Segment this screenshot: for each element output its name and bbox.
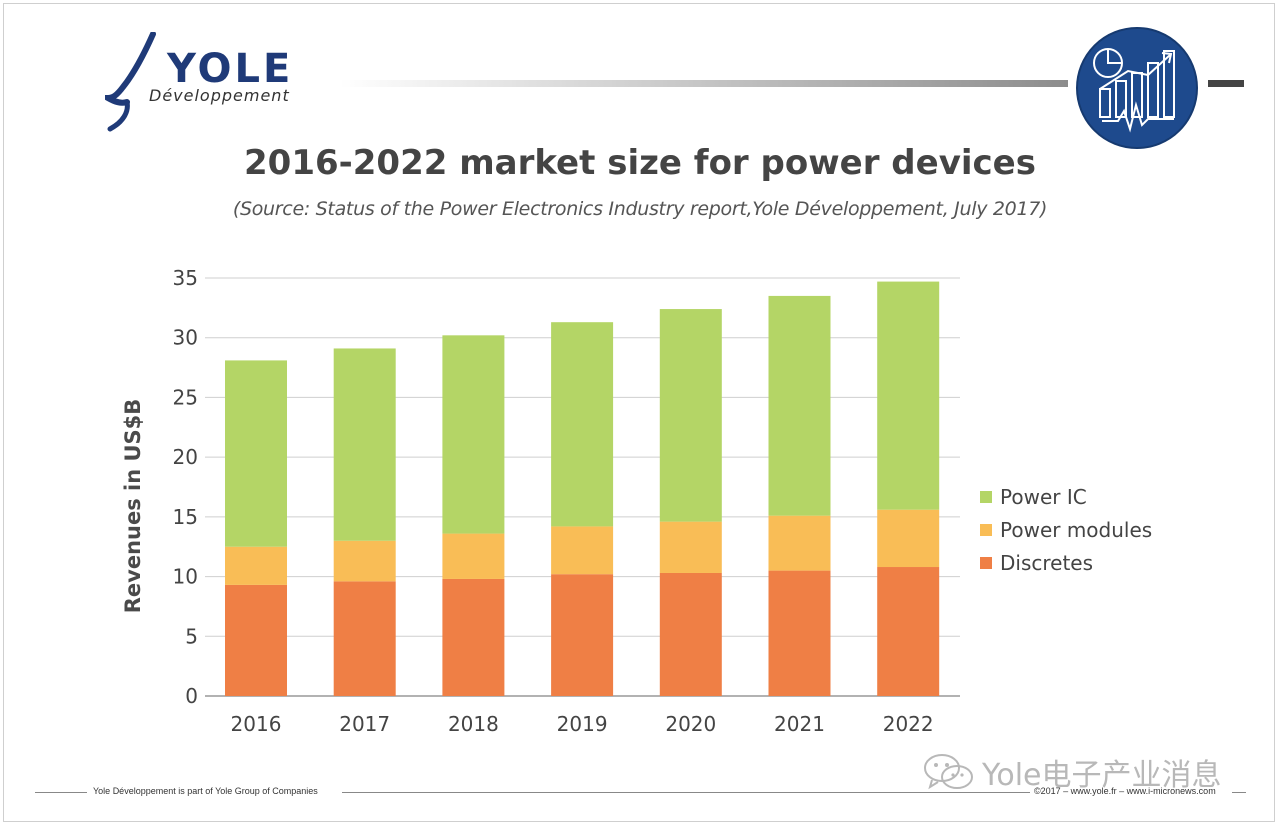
- bar-discretes-2020: [659, 572, 722, 696]
- growth-chart-icon: [1093, 48, 1175, 133]
- y-tick-label: 35: [173, 266, 198, 290]
- watermark: Yole电子产业消息: [922, 750, 1222, 794]
- footer-rule: [342, 792, 1030, 793]
- bar-power-ic-2022: [877, 281, 940, 510]
- bar-power-modules-2017: [333, 540, 396, 582]
- header-rule: [340, 80, 1068, 87]
- bar-power-modules-2020: [659, 521, 722, 573]
- y-tick-label: 25: [173, 385, 198, 409]
- logo-name: YOLE: [167, 46, 294, 92]
- footer-rule: [35, 792, 87, 793]
- footer-rule: [1232, 792, 1246, 793]
- bar-discretes-2016: [225, 584, 287, 696]
- y-tick-label: 0: [185, 684, 198, 708]
- bar-discretes-2022: [877, 567, 940, 696]
- bar-power-ic-2019: [551, 322, 614, 527]
- y-tick-label: 5: [185, 624, 198, 648]
- legend-label: Power modules: [1000, 517, 1153, 542]
- legend-swatch: [980, 523, 992, 536]
- footer-copyright: ©2017 – www.yole.fr – www.i-micronews.co…: [1034, 786, 1216, 796]
- bar-discretes-2021: [768, 570, 831, 696]
- y-tick-label: 20: [173, 445, 198, 469]
- legend-swatch: [980, 556, 992, 569]
- wechat-icon: [924, 754, 973, 790]
- x-tick-label: 2020: [665, 712, 716, 736]
- watermark-text: Yole电子产业消息: [982, 758, 1222, 793]
- bar-discretes-2018: [442, 578, 505, 696]
- legend-swatch: [980, 490, 992, 503]
- bar-discretes-2017: [333, 581, 396, 696]
- bar-power-modules-2016: [225, 546, 287, 585]
- yole-logo-swoosh-icon: [105, 32, 156, 132]
- bar-power-modules-2021: [768, 515, 831, 571]
- bar-power-modules-2019: [551, 526, 614, 575]
- y-tick-labels: 0 5 10 15 20 25 30 35: [173, 266, 198, 708]
- chart-legend: Power IC Power modules Discretes: [980, 480, 1152, 579]
- x-tick-label: 2022: [883, 712, 934, 736]
- legend-item: Power modules: [980, 513, 1152, 546]
- x-tick-labels: 2016 2017 2018 2019 2020 2021 2022: [231, 712, 934, 736]
- y-tick-label: 10: [173, 565, 198, 589]
- x-tick-label: 2019: [557, 712, 608, 736]
- legend-item: Discretes: [980, 546, 1152, 579]
- x-tick-label: 2017: [339, 712, 390, 736]
- bar-power-modules-2018: [442, 533, 505, 579]
- y-axis-label: Revenues in US$B: [121, 399, 145, 614]
- legend-item: Power IC: [980, 480, 1152, 513]
- footer-credit: Yole Développement is part of Yole Group…: [93, 786, 318, 796]
- bar-power-modules-2022: [877, 509, 940, 568]
- y-tick-label: 15: [173, 505, 198, 529]
- header-rule-end: [1208, 80, 1244, 87]
- chart-subtitle: (Source: Status of the Power Electronics…: [232, 198, 1048, 220]
- bar-power-ic-2021: [768, 295, 831, 516]
- legend-label: Discretes: [1000, 550, 1094, 575]
- x-tick-label: 2018: [448, 712, 499, 736]
- bars: [225, 281, 940, 696]
- bar-power-ic-2016: [225, 360, 287, 547]
- market-badge: [1076, 27, 1198, 149]
- y-tick-label: 30: [173, 326, 198, 350]
- x-tick-label: 2016: [231, 712, 282, 736]
- yole-logo: YOLE Développement: [105, 32, 325, 132]
- bar-power-ic-2020: [659, 309, 722, 522]
- bar-power-ic-2018: [442, 335, 505, 534]
- slide-frame: [3, 3, 1275, 822]
- x-tick-label: 2021: [774, 712, 825, 736]
- legend-label: Power IC: [1000, 484, 1087, 509]
- bar-discretes-2019: [551, 574, 614, 696]
- logo-subtitle: Développement: [149, 86, 290, 105]
- chart-title: 2016-2022 market size for power devices: [244, 143, 1036, 183]
- bar-power-ic-2017: [333, 348, 396, 541]
